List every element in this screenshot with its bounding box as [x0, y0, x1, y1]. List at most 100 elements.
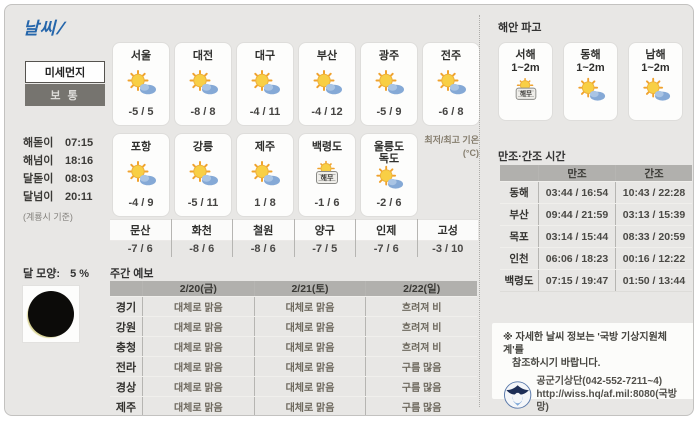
- tide-row-mokpo: 목포 03:14 / 15:44 08:33 / 20:59: [500, 225, 692, 247]
- sea-name: 남해: [645, 49, 666, 61]
- high-tide-times: 03:14 / 15:44: [538, 226, 615, 247]
- low-tide-times: 00:16 / 12:22: [615, 248, 692, 269]
- moonset-row: 달넘이 20:11: [23, 188, 93, 206]
- city-name: 서울: [130, 50, 152, 62]
- city-card-gangneung: 강릉 -5 / 11: [174, 133, 232, 217]
- air-force-emblem-icon: [503, 380, 532, 409]
- weather-page: 날씨/ 미세먼지 보 통 해돋이 07:15 해넘이 18:16 달돋이 08:03 …: [4, 4, 694, 416]
- moonrise-label: 달돋이: [23, 173, 54, 185]
- city-temp: -8 / 6: [189, 243, 215, 255]
- coastal-wave-title: 해안 파고: [498, 22, 542, 34]
- tide-times-table: 만조 간조 동해 03:44 / 16:54 10:43 / 22:28 부산 …: [500, 165, 692, 292]
- low-tide-times: 03:13 / 15:39: [615, 204, 692, 225]
- weekly-header-day2: 2/21(토): [253, 281, 366, 296]
- org-phone: 공군기상단(042-552-7211~4): [536, 376, 663, 387]
- sun-cloud-icon: [313, 70, 343, 96]
- city-card-daejeon: 대전 -8 / 8: [174, 42, 232, 126]
- port-name: 동해: [509, 187, 529, 199]
- notice-line2: 참조하시기 바랍니다.: [512, 358, 601, 369]
- sea-name: 서해: [515, 49, 536, 61]
- low-tide-times: 08:33 / 20:59: [615, 226, 692, 247]
- temp-note-line1: 최저/최고 기온: [424, 135, 479, 145]
- forecast-cell: 대체로 맑음: [142, 397, 254, 415]
- weekly-row-chungcheong: 충청 대체로 맑음 대체로 맑음 흐려져 비: [110, 336, 477, 356]
- city-temp: -8 / 6: [250, 243, 276, 255]
- info-url[interactable]: http://wiss.hq/af.mil:8080(국방망): [536, 389, 677, 413]
- moon-phase-label: 달 모양: 5 %: [23, 268, 90, 280]
- coast-card-west-sea: 서해 1~2m: [498, 42, 553, 121]
- tide-row-baengnyeongdo: 백령도 07:15 / 19:47 01:50 / 13:44: [500, 269, 692, 291]
- sea-name: 동해: [580, 49, 601, 61]
- sun-cloud-icon: [251, 70, 281, 96]
- low-tide-header: 간조: [615, 165, 692, 181]
- title-slash-mark: /: [55, 19, 68, 38]
- forecast-cell: 대체로 맑음: [253, 377, 366, 396]
- weekly-header-row: 2/20(금) 2/21(토) 2/22(일): [110, 281, 477, 296]
- moonset-time: 20:11: [65, 191, 93, 203]
- high-tide-header: 만조: [538, 165, 615, 181]
- border-cities-strip: 문산 -7 / 6 화천 -8 / 6 철원 -8 / 6 양구 -7 / 5 인제 -7…: [110, 219, 478, 257]
- weekly-row-jeolla: 전라 대체로 맑음 대체로 맑음 구름 많음: [110, 356, 477, 376]
- city-temp: -5 / 5: [128, 106, 154, 118]
- sunset-row: 해넘이 18:16: [23, 152, 93, 170]
- forecast-cell: 대체로 맑음: [253, 297, 366, 316]
- city-temp: -1 / 6: [314, 197, 340, 209]
- city-name: 강릉: [192, 141, 214, 153]
- region-label: 제주: [115, 401, 137, 414]
- wave-height: 1~2m: [641, 62, 670, 74]
- forecast-cell: 대체로 맑음: [142, 297, 254, 316]
- sunrise-label: 해돋이: [23, 137, 54, 149]
- forecast-cell: 대체로 맑음: [142, 377, 254, 396]
- city-temp: -7 / 5: [312, 243, 338, 255]
- region-label: 강원: [115, 321, 137, 334]
- city-card-busan: 부산 -4 / 12: [298, 42, 356, 126]
- fine-dust-badge: 미세먼지 보 통: [25, 61, 105, 106]
- city-name: 철원: [233, 219, 294, 241]
- weekly-header-empty: [110, 281, 142, 296]
- city-temp: -4 / 11: [249, 106, 281, 118]
- sunset-label: 해넘이: [23, 155, 54, 167]
- forecast-cell: 대체로 맑음: [142, 317, 254, 336]
- strip-col-hwacheon: 화천 -8 / 6: [170, 219, 232, 257]
- tide-row-incheon: 인천 06:06 / 18:23 00:16 / 12:22: [500, 247, 692, 269]
- low-tide-times: 10:43 / 22:28: [615, 182, 692, 203]
- contact-block: 공군기상단(042-552-7211~4) http://wiss.hq/af.…: [503, 375, 686, 414]
- moon-phase-box: [22, 285, 80, 343]
- weekly-row-jeju: 제주 대체로 맑음 대체로 맑음 구름 많음: [110, 396, 477, 415]
- sun-moon-times: 해돋이 07:15 해넘이 18:16 달돋이 08:03 달넘이 20:11 (계룡시…: [23, 134, 93, 226]
- city-temp: -5 / 9: [376, 106, 402, 118]
- weekly-header-day1: 2/20(금): [142, 281, 254, 296]
- sun-cloud-icon: [642, 77, 671, 102]
- forecast-cell: 대체로 맑음: [142, 357, 254, 376]
- city-temp: -4 / 9: [128, 197, 154, 209]
- city-card-jeju: 제주 1 / 8: [236, 133, 294, 217]
- fine-dust-label: 미세먼지: [25, 61, 105, 83]
- sun-cloud-icon: [127, 161, 157, 187]
- forecast-cell: 구름 많음: [365, 377, 477, 396]
- city-name: 대전: [192, 50, 214, 62]
- sun-cloud-icon: [189, 161, 219, 187]
- forecast-cell: 대체로 맑음: [142, 337, 254, 356]
- moonrise-row: 달돋이 08:03: [23, 170, 93, 188]
- sun-cloud-icon: [577, 77, 606, 102]
- weekly-row-gangwon: 강원 대체로 맑음 대체로 맑음 흐려져 비: [110, 316, 477, 336]
- forecast-cell: 대체로 맑음: [253, 357, 366, 376]
- sun-cloud-icon: [189, 70, 219, 96]
- forecast-cell: 흐려져 비: [365, 297, 477, 316]
- city-name: 양구: [294, 219, 355, 241]
- city-name: 문산: [110, 219, 171, 241]
- forecast-cell: 구름 많음: [365, 357, 477, 376]
- city-temp: -8 / 8: [190, 106, 216, 118]
- city-name: 화천: [171, 219, 232, 241]
- sunrise-time: 07:15: [65, 137, 94, 149]
- city-card-pohang: 포항 -4 / 9: [112, 133, 170, 217]
- sun-cloud-icon: [251, 161, 281, 187]
- city-name: 인제: [356, 219, 417, 241]
- city-temp: -2 / 6: [376, 197, 402, 209]
- tide-row-donghae: 동해 03:44 / 16:54 10:43 / 22:28: [500, 181, 692, 203]
- sea-fog-icon: [315, 160, 339, 185]
- city-card-baengnyeongdo: 백령도 -1 / 6: [298, 133, 356, 217]
- forecast-cell: 대체로 맑음: [253, 337, 366, 356]
- wave-height: 1~2m: [511, 62, 540, 74]
- forecast-cell: 흐려져 비: [365, 317, 477, 336]
